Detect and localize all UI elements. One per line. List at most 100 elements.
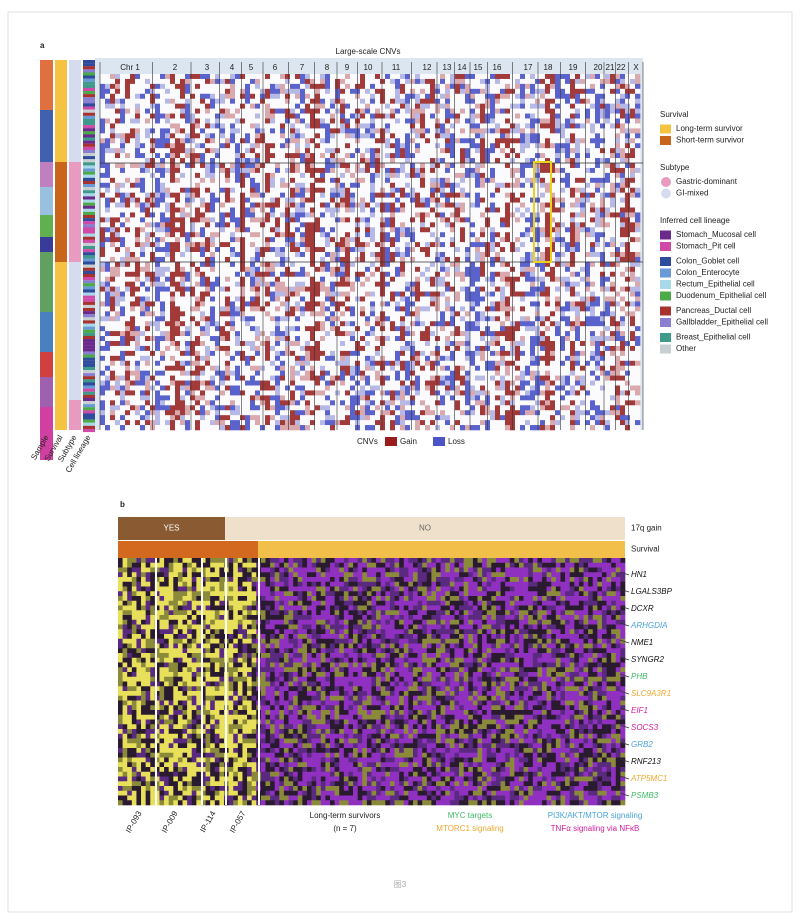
heatmap-cell — [350, 227, 356, 233]
heatmap-cell — [395, 355, 401, 362]
heatmap-cell — [160, 212, 166, 218]
heatmap-cell — [440, 375, 446, 381]
heatmap-cell — [130, 420, 136, 426]
heatmap-cell — [165, 202, 171, 208]
heatmap-cell — [195, 405, 201, 411]
heatmap-cell — [320, 83, 326, 90]
heatmap-cell — [350, 237, 356, 243]
heatmap-cell — [435, 237, 441, 243]
heatmap-cell — [170, 108, 176, 114]
heatmap-cell — [330, 425, 336, 431]
heatmap-cell — [410, 108, 416, 114]
heatmap-cell — [195, 207, 201, 213]
heatmap-cell — [250, 83, 256, 90]
heatmap-cell — [235, 380, 241, 386]
heatmap-cell — [170, 375, 176, 381]
heatmap-cell — [315, 365, 321, 371]
heatmap-cell — [325, 301, 331, 307]
heatmap-cell — [315, 425, 321, 431]
heatmap-cell — [385, 385, 391, 391]
heatmap-cell — [115, 291, 121, 297]
heatmap-cell — [235, 256, 241, 263]
heatmap-cell — [380, 296, 386, 302]
heatmap-cell — [205, 163, 211, 169]
heatmap-cell — [375, 187, 381, 193]
heatmap-cell — [370, 247, 376, 253]
heatmap-cell — [110, 350, 116, 357]
heatmap-cell — [310, 400, 316, 406]
heatmap-cell — [345, 321, 351, 327]
heatmap-cell — [185, 247, 191, 253]
heatmap-cell — [170, 133, 176, 139]
heatmap-cell — [405, 405, 411, 411]
heatmap-cell — [255, 256, 261, 263]
heatmap-cell — [295, 138, 301, 144]
heatmap-cell — [425, 331, 431, 337]
heatmap-cell — [295, 222, 301, 228]
heatmap-cell — [430, 286, 436, 292]
heatmap-cell — [185, 222, 191, 228]
heatmap-cell — [190, 385, 196, 391]
heatmap-cell — [390, 83, 396, 90]
heatmap-cell — [335, 192, 341, 198]
heatmap-cell — [425, 350, 431, 357]
heatmap-cell — [400, 252, 406, 258]
heatmap-cell — [440, 103, 446, 109]
heatmap-cell — [335, 227, 341, 233]
heatmap-cell — [265, 350, 271, 357]
heatmap-cell — [380, 197, 386, 203]
heatmap-cell — [255, 182, 261, 189]
heatmap-cell — [140, 222, 146, 228]
heatmap-cell — [290, 316, 296, 322]
heatmap-cell — [305, 252, 311, 258]
heatmap-cell — [350, 242, 356, 248]
heatmap-cell — [320, 390, 326, 396]
heatmap-cell — [200, 247, 206, 253]
heatmap-cell — [160, 133, 166, 139]
heatmap-cell — [230, 163, 236, 169]
heatmap-cell — [185, 103, 191, 109]
heatmap-cell — [365, 390, 371, 396]
heatmap-cell — [435, 123, 441, 129]
heatmap-cell — [310, 410, 316, 416]
heatmap-cell — [145, 261, 151, 268]
heatmap-cell — [300, 331, 306, 337]
heatmap-cell — [240, 281, 246, 287]
heatmap-cell — [260, 405, 266, 411]
heatmap-cell — [380, 390, 386, 396]
heatmap-cell — [135, 375, 141, 381]
heatmap-cell — [220, 103, 226, 109]
heatmap-cell — [375, 341, 381, 347]
heatmap-cell — [360, 380, 366, 386]
heatmap-cell — [290, 83, 296, 90]
heatmap-cell — [420, 83, 426, 90]
heatmap-cell — [175, 252, 181, 258]
heatmap-cell — [365, 153, 371, 159]
heatmap-cell — [110, 301, 116, 307]
heatmap-cell — [185, 78, 191, 85]
heatmap-cell — [330, 133, 336, 139]
heatmap-cell — [170, 113, 176, 119]
heatmap-cell — [165, 113, 171, 119]
heatmap-cell — [210, 291, 216, 297]
heatmap-cell — [270, 256, 276, 263]
heatmap-cell — [400, 311, 406, 317]
heatmap-cell — [310, 93, 316, 100]
heatmap-cell — [125, 158, 131, 164]
heatmap-cell — [285, 385, 291, 391]
heatmap-cell — [265, 128, 271, 134]
heatmap-cell — [235, 252, 241, 258]
heatmap-cell — [295, 148, 301, 154]
heatmap-cell — [275, 138, 281, 144]
heatmap-cell — [290, 93, 296, 100]
heatmap-cell — [400, 78, 406, 85]
heatmap-cell — [120, 306, 126, 312]
heatmap-cell — [390, 336, 396, 342]
heatmap-cell — [155, 390, 161, 396]
heatmap-cell — [245, 301, 251, 307]
heatmap-cell — [395, 410, 401, 416]
heatmap-cell — [140, 395, 146, 401]
heatmap-cell — [375, 276, 381, 282]
heatmap-cell — [235, 365, 241, 371]
heatmap-cell — [425, 301, 431, 307]
